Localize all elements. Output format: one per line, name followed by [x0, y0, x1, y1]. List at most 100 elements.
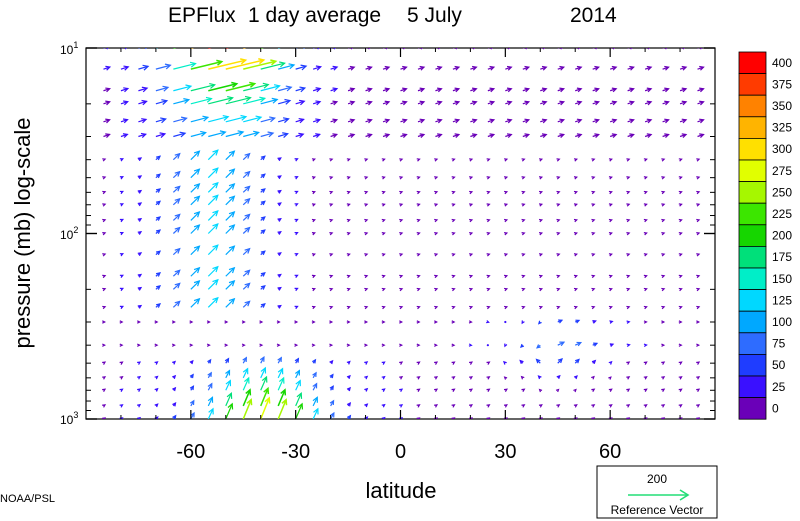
vector-arrow — [521, 203, 526, 207]
vector-arrow — [295, 402, 304, 419]
vector-arrow — [538, 203, 544, 207]
vector-arrow — [225, 211, 236, 221]
vector-arrow — [538, 176, 544, 180]
vector-arrow — [643, 203, 648, 207]
vector-arrow — [556, 203, 561, 207]
vector-arrow — [522, 48, 528, 50]
vector-arrow — [591, 417, 596, 419]
vector-arrow — [416, 190, 421, 195]
colorbar-swatch — [738, 159, 767, 183]
vector-arrow — [452, 65, 461, 71]
vector-arrow — [260, 155, 266, 161]
vector-arrow — [537, 320, 542, 325]
vector-arrow — [521, 218, 526, 223]
vector-arrow — [311, 253, 316, 257]
vector-field — [102, 48, 705, 419]
colorbar-label: 25 — [772, 380, 786, 394]
vector-arrow — [208, 58, 248, 70]
vector-arrow — [119, 320, 124, 324]
vector-arrow — [556, 274, 561, 279]
vector-arrow — [347, 118, 356, 124]
vector-arrow — [225, 58, 266, 70]
x-tick-label: -30 — [281, 441, 310, 463]
vector-arrow — [102, 361, 107, 365]
vector-arrow — [662, 48, 668, 50]
vector-arrow — [592, 100, 600, 106]
vector-arrow — [399, 376, 404, 380]
vector-arrow — [173, 116, 188, 123]
vector-arrow — [103, 100, 111, 106]
vector-arrow — [661, 417, 666, 419]
vector-arrow — [243, 82, 270, 92]
vector-arrow — [311, 232, 316, 236]
y-tick-label-10: 101 — [60, 40, 78, 57]
title-part-2: 5 July — [407, 4, 462, 27]
vector-arrow — [346, 158, 351, 162]
vector-arrow — [346, 287, 351, 292]
vector-arrow — [311, 176, 316, 180]
vector-arrow — [697, 118, 705, 124]
vector-arrow — [626, 343, 631, 348]
vector-arrow — [417, 48, 423, 50]
vector-arrow — [556, 253, 561, 257]
vector-arrow — [242, 152, 251, 161]
vector-arrow — [486, 404, 491, 408]
vector-arrow — [138, 132, 147, 138]
vector-arrow — [225, 130, 245, 138]
vector-arrow — [207, 278, 219, 290]
vector-arrow — [573, 176, 578, 180]
vector-arrow — [451, 376, 456, 380]
vector-arrow — [696, 361, 701, 365]
vector-arrow — [172, 401, 177, 407]
vector-arrow — [540, 118, 548, 124]
vector-arrow — [260, 131, 275, 138]
vector-arrow — [627, 118, 635, 124]
vector-arrow — [399, 404, 404, 408]
vector-arrow — [346, 203, 351, 207]
vector-arrow — [591, 176, 596, 180]
vector-arrow — [119, 190, 125, 195]
vector-arrow — [207, 244, 219, 256]
vector-arrow — [591, 232, 596, 236]
vector-arrow — [260, 48, 264, 49]
vector-arrow — [346, 305, 351, 310]
vector-arrow — [416, 388, 421, 393]
vector-arrow — [486, 344, 489, 347]
vector-arrow — [260, 116, 276, 123]
vector-arrow — [225, 81, 257, 92]
vector-arrow — [661, 232, 666, 236]
vector-arrow — [277, 217, 282, 222]
vector-arrow — [609, 320, 614, 324]
colorbar-swatch — [738, 332, 767, 355]
vector-arrow — [520, 375, 525, 380]
vector-arrow — [207, 265, 219, 277]
vector-arrow — [661, 176, 666, 180]
vector-arrow — [434, 287, 439, 292]
vector-arrow — [138, 99, 148, 106]
vector-arrow — [120, 118, 129, 124]
vector-arrow — [312, 133, 321, 138]
vector-arrow — [661, 190, 666, 195]
vector-arrow — [538, 190, 544, 195]
colorbar-label: 325 — [772, 121, 792, 135]
vector-arrow — [434, 388, 439, 393]
title-part-0: EPFlux — [168, 4, 236, 27]
vector-arrow — [575, 87, 583, 93]
vector-arrow — [137, 304, 143, 309]
vector-arrow — [189, 373, 194, 379]
vector-arrow — [242, 367, 249, 379]
vector-arrow — [435, 65, 443, 71]
colorbar-swatch — [738, 181, 767, 204]
vector-arrow — [364, 387, 369, 392]
vector-arrow — [311, 320, 316, 324]
vector-arrow — [225, 224, 236, 234]
vector-arrow — [626, 404, 631, 408]
vector-arrow — [696, 176, 701, 180]
vector-arrow — [678, 343, 683, 347]
vector-arrow — [311, 274, 316, 279]
vector-arrow — [434, 218, 439, 223]
vector-arrow — [643, 158, 648, 162]
vector-arrow — [661, 404, 666, 408]
vector-arrow — [434, 361, 439, 365]
vector-arrow — [661, 203, 666, 207]
